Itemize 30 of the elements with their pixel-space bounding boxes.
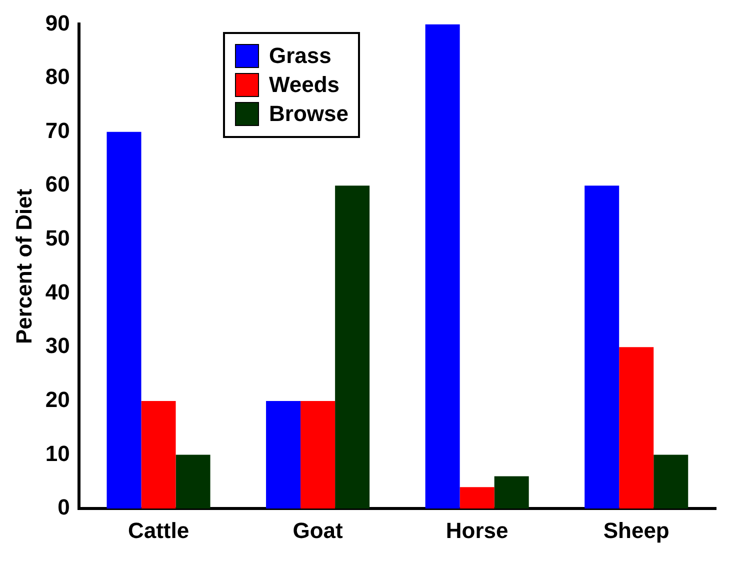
x-tick-label: Horse [446, 518, 508, 543]
bar [106, 132, 142, 509]
bar [425, 24, 460, 509]
y-tick-label: 90 [45, 10, 70, 36]
bar [300, 400, 336, 509]
x-tick-label: Goat [292, 518, 344, 543]
y-axis-title: Percent of Diet [11, 188, 36, 344]
y-tick-label: 60 [45, 172, 70, 197]
legend-label: Weeds [269, 72, 340, 98]
bar [335, 186, 370, 509]
bar [266, 400, 301, 509]
bar [141, 400, 176, 509]
x-tick-label: Cattle [128, 518, 190, 543]
y-tick-label: 70 [45, 118, 70, 143]
legend-label: Browse [269, 101, 348, 127]
y-tick-label: 0 [58, 494, 70, 520]
x-tick-label: Sheep [603, 518, 670, 543]
y-tick-label: 20 [45, 387, 70, 412]
bar [619, 347, 654, 509]
y-tick-label: 30 [45, 333, 70, 358]
bar [176, 454, 210, 509]
bar [654, 454, 688, 509]
bar [460, 487, 494, 509]
y-tick-label: 50 [45, 226, 70, 251]
bar [494, 476, 529, 509]
y-tick-label: 40 [45, 279, 70, 304]
legend-label: Grass [269, 43, 332, 69]
y-tick-label: 80 [45, 64, 70, 90]
y-tick-label: 10 [45, 440, 70, 466]
bar [584, 186, 620, 509]
